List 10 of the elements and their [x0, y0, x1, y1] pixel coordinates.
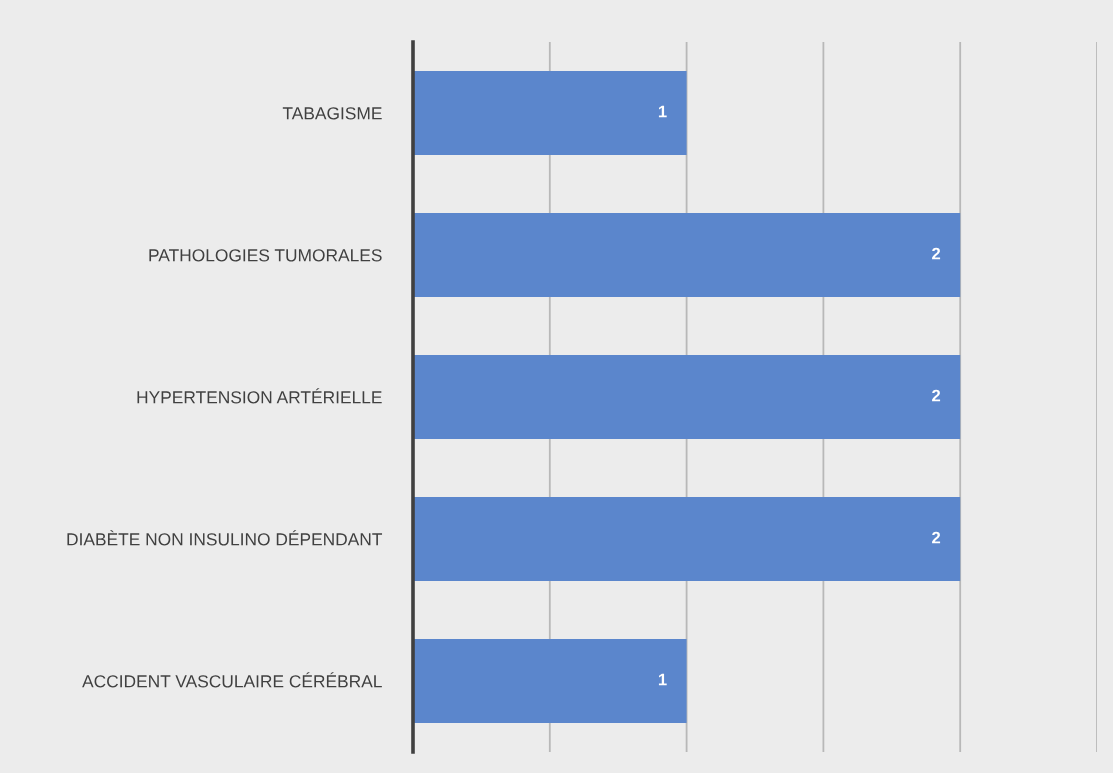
data-label: 1	[658, 105, 667, 118]
y-tick-label: PATHOLOGIES TUMORALES	[149, 249, 382, 262]
y-tick-label: DIABÈTE NON INSULINO DÉPENDANT	[67, 530, 383, 546]
data-label: 2	[932, 389, 941, 402]
data-label: 1	[658, 673, 667, 686]
y-tick-label: TABAGISME	[282, 107, 382, 120]
y-tick-label: HYPERTENSION ARTÉRIELLE	[137, 388, 382, 404]
data-label: 2	[932, 247, 941, 260]
data-label: 2	[932, 531, 941, 544]
y-tick-label: ACCIDENT VASCULAIRE CÉRÉBRAL	[82, 672, 382, 688]
